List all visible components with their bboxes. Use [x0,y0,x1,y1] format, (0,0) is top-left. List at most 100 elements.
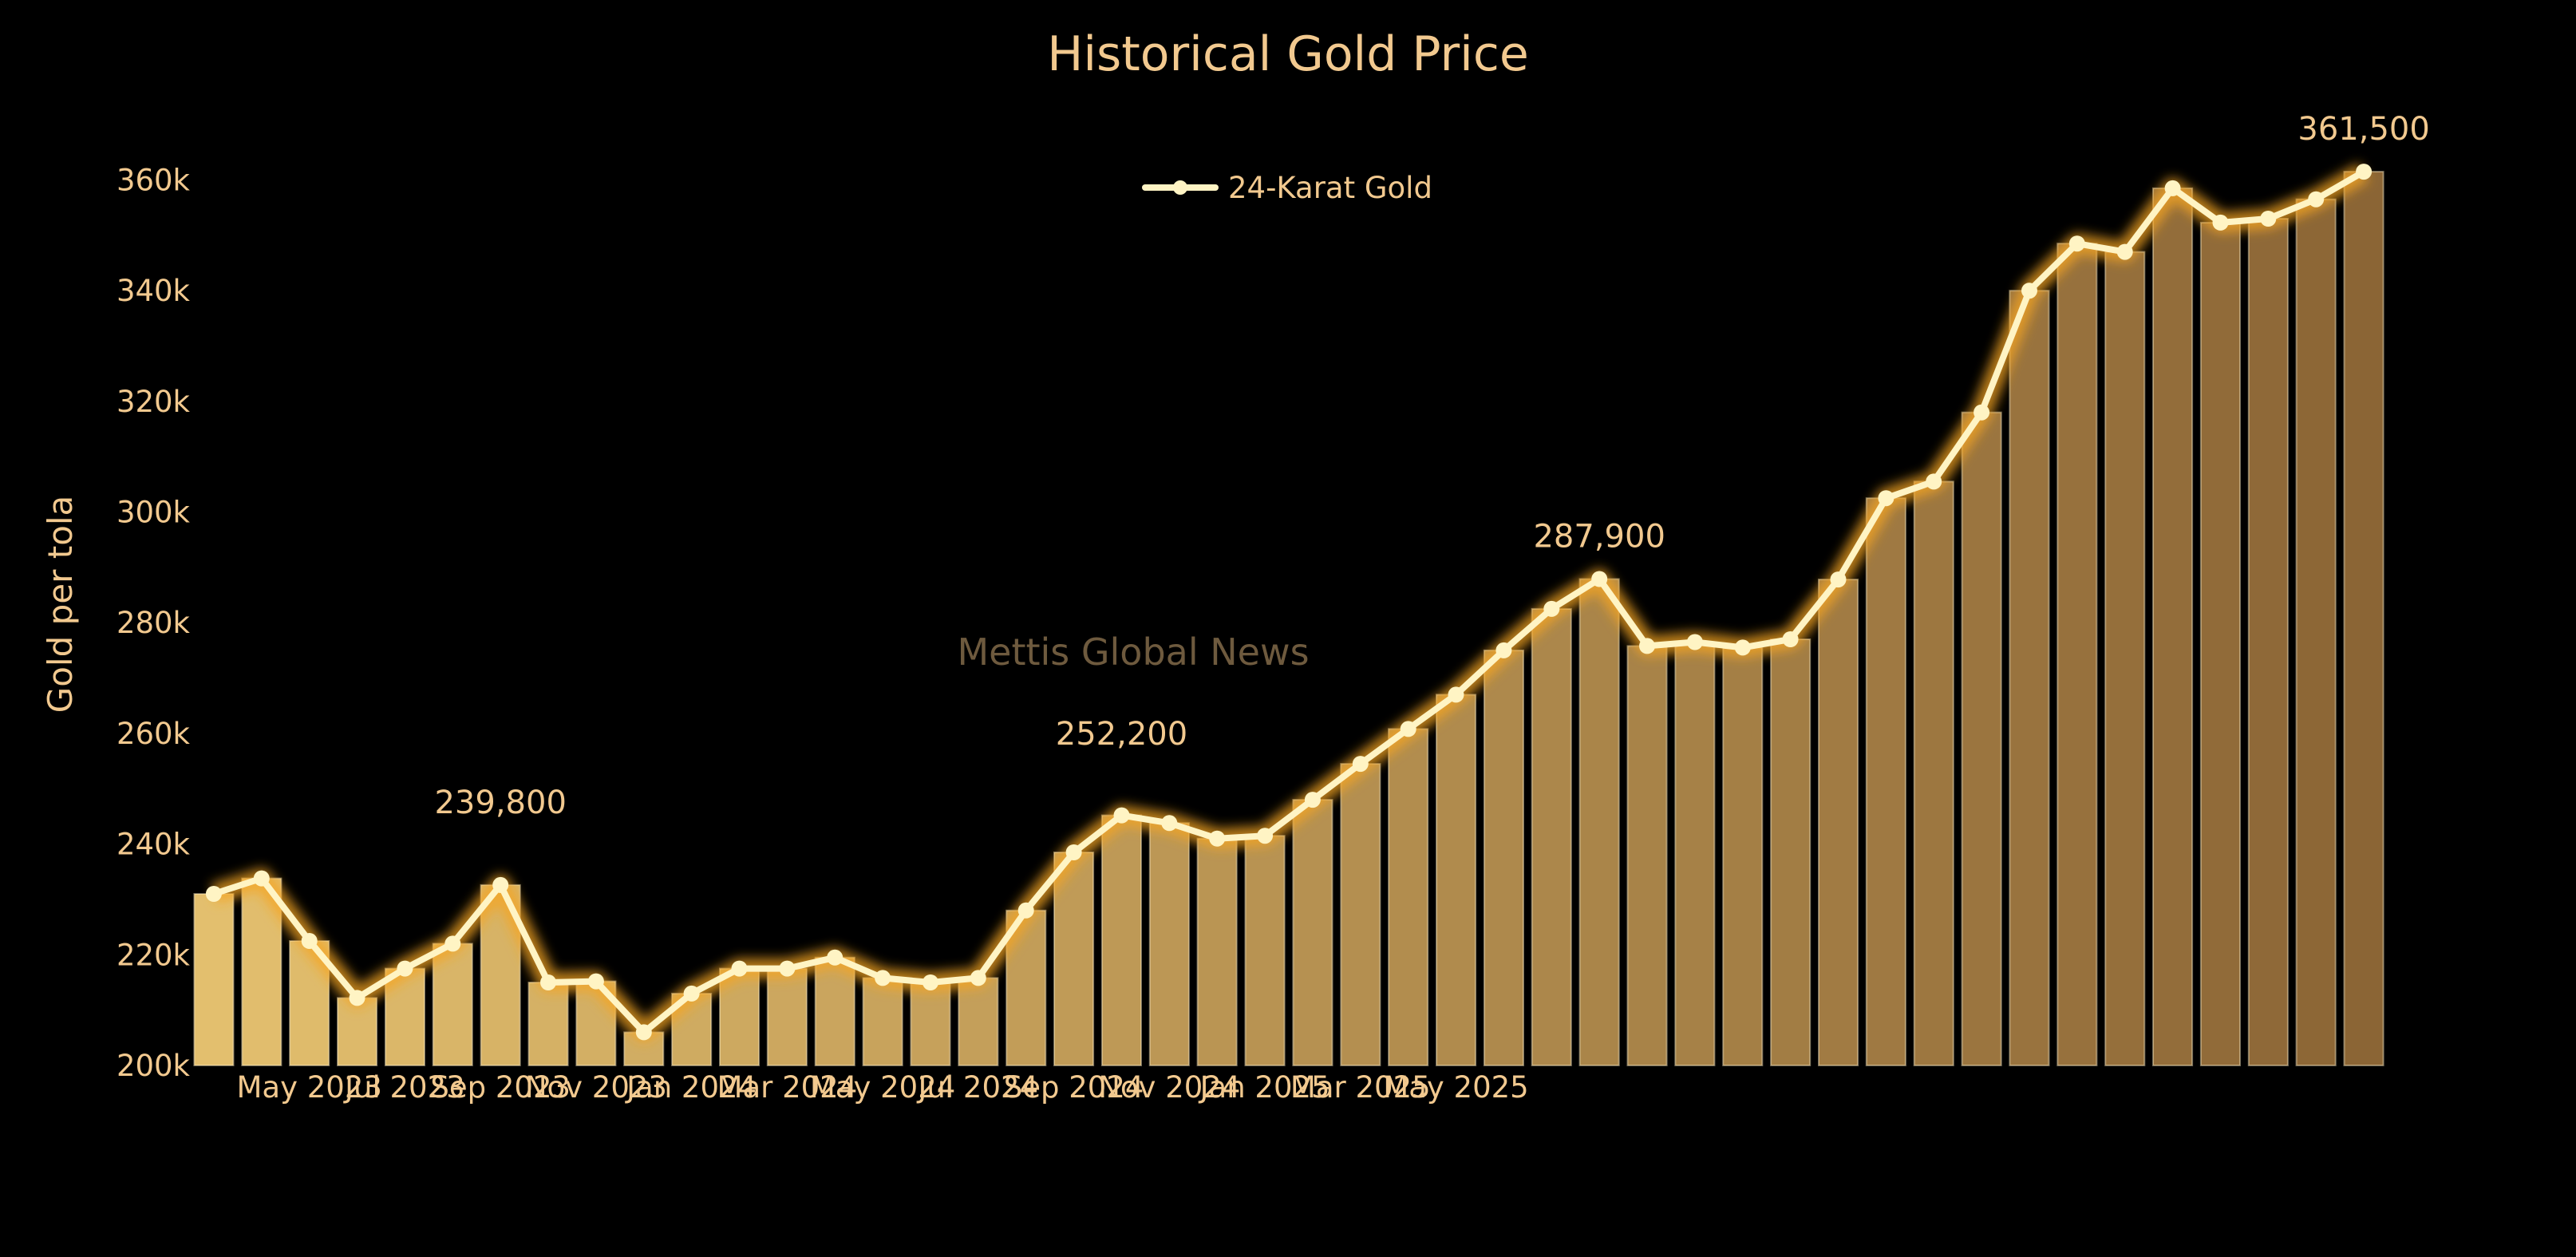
data-point [635,1024,652,1041]
bar [958,977,999,1067]
bar [337,997,378,1067]
bar [1961,411,2002,1066]
data-point [1973,404,1990,421]
data-point [970,970,986,986]
data-point [1304,792,1321,808]
data-point [683,985,700,1002]
data-point [1878,490,1894,507]
bar [2199,221,2241,1066]
bar [1388,728,1429,1067]
data-point [2308,191,2325,208]
y-axis-ticks: 200k 220k 240k 260k 280k 300k 320k 340k 360k [117,164,191,1084]
bar [1436,694,1477,1067]
data-point [1209,830,1226,847]
data-point [2116,243,2133,260]
y-tick-label: 320k [117,385,191,419]
bar [1531,607,1572,1066]
series-line [212,168,2366,1036]
x-tick-label: Mar 2025 [1290,1070,1431,1105]
bar [2343,171,2384,1067]
data-point [587,973,604,990]
data-point [1400,721,1416,737]
bar [1722,646,1764,1066]
x-tick-label: May 2023 [236,1070,381,1105]
data-point [875,970,891,986]
data-point [1257,828,1274,844]
x-tick-label: Jan 2025 [1199,1070,1330,1105]
annotations: 239,800 252,200 287,900 361,500 [434,111,2429,821]
bar [2104,251,2146,1067]
data-point [301,933,318,949]
data-point [492,876,509,893]
data-point [397,960,413,977]
line-layer [205,162,2373,1043]
bars-layer [193,171,2384,1067]
x-tick-label: Jul 2023 [343,1070,465,1105]
data-point [540,974,556,990]
x-tick-label: Sep 2024 [1004,1070,1144,1105]
watermark: Mettis Global News [957,630,1309,674]
bar [766,967,808,1066]
data-point [2260,211,2277,227]
y-tick-label: 300k [117,496,191,530]
x-tick-label: Mar 2024 [717,1070,858,1105]
y-tick-label: 340k [117,274,191,308]
bar [1196,837,1238,1066]
annotation-label: 252,200 [1056,716,1187,753]
bar [1292,799,1333,1066]
annotation-label: 361,500 [2297,111,2429,148]
y-tick-label: 260k [117,717,191,751]
data-point [779,960,796,977]
data-point [444,935,461,952]
x-tick-label: Nov 2023 [525,1070,667,1105]
y-axis-label: Gold per tola [41,496,80,713]
bar [1148,822,1190,1067]
bar [1578,578,1620,1066]
chart-title: Historical Gold Price [1047,26,1529,82]
bar [2295,198,2337,1067]
bar [1340,763,1381,1066]
bar [1865,497,1906,1066]
legend-entry-label: 24-Karat Gold [1228,171,1432,205]
y-tick-label: 200k [117,1049,191,1083]
bar [2247,218,2289,1066]
data-point [2356,164,2373,180]
bar [1483,649,1525,1066]
data-point [1017,902,1034,919]
annotation-label: 239,800 [434,785,566,821]
data-point [1495,642,1512,658]
data-point [2068,235,2085,252]
data-point [1734,639,1751,656]
bar [1244,835,1286,1066]
y-tick-label: 240k [117,828,191,862]
data-point [1926,473,1942,490]
x-tick-label: Nov 2024 [1098,1070,1240,1105]
data-point [2021,283,2037,299]
bar [527,982,569,1066]
x-tick-label: May 2025 [1383,1070,1528,1105]
data-point [2164,180,2181,196]
data-point [349,990,365,1006]
x-tick-label: Jul 2024 [917,1070,1039,1105]
bar [1053,852,1095,1066]
data-point [1591,571,1608,587]
bar [1818,579,1859,1066]
data-point [1543,600,1560,617]
bar [862,977,903,1067]
annotation-label: 287,900 [1533,519,1665,555]
y-tick-label: 360k [117,164,191,198]
data-point [1065,844,1082,860]
bar [2009,290,2050,1066]
x-tick-label: May 2024 [810,1070,955,1105]
data-point [253,870,270,887]
x-tick-label: Jan 2024 [625,1070,757,1105]
legend-marker-swatch [1173,180,1187,195]
x-tick-label: Sep 2023 [430,1070,571,1105]
y-tick-label: 280k [117,606,191,640]
bar [1770,638,1811,1066]
data-point [1352,756,1369,773]
bar [1913,480,1954,1066]
bar [1626,645,1668,1066]
